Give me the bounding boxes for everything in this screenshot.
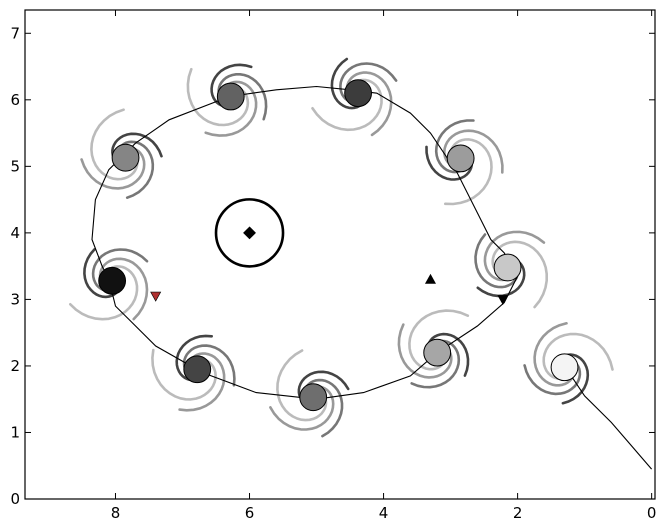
agent-point <box>446 144 475 173</box>
agent-trail <box>90 108 139 181</box>
agent-point <box>493 253 522 282</box>
agent-layer <box>98 79 579 412</box>
triangle-down-marker <box>497 295 509 306</box>
agent-trail <box>276 349 328 422</box>
agent-trail <box>443 129 504 174</box>
agent-trail <box>204 80 258 137</box>
agent-trail <box>69 265 139 321</box>
agent-trail <box>397 323 453 379</box>
triangle-down-marker <box>150 291 162 302</box>
y-tick-label: 1 <box>10 423 20 441</box>
y-tick-label: 6 <box>10 91 20 109</box>
agent-trail <box>151 348 217 401</box>
agent-trail <box>533 322 575 387</box>
x-tick-label: 4 <box>379 504 389 522</box>
y-tick-label: 3 <box>10 290 20 308</box>
agent-trail <box>542 332 614 380</box>
x-tick-label: 2 <box>513 504 523 522</box>
agent-trail <box>345 71 393 137</box>
triangle-up-marker <box>424 273 436 284</box>
exit-path <box>564 365 653 470</box>
x-tick-label: 0 <box>647 504 657 522</box>
agent-trail <box>178 352 226 412</box>
obstacle-layer <box>214 198 285 268</box>
agent-trail <box>491 240 548 309</box>
agent-point <box>216 82 245 111</box>
x-tick-label: 8 <box>111 504 121 522</box>
loop-path <box>91 85 519 400</box>
agent-point <box>98 266 127 295</box>
agent-point <box>299 383 328 412</box>
agent-trail <box>80 146 146 190</box>
y-tick-label: 4 <box>10 224 20 242</box>
marker-layer <box>150 226 509 306</box>
y-tick-label: 0 <box>10 490 20 508</box>
path-layer <box>91 85 653 470</box>
obstacle-circle <box>214 198 285 268</box>
agent-trail <box>408 309 470 371</box>
agent-trail <box>98 257 149 321</box>
agent-point <box>344 79 372 108</box>
x-tick-label: 6 <box>245 504 255 522</box>
plot-frame <box>24 9 656 500</box>
agent-trail <box>483 230 546 282</box>
agent-trail <box>444 138 493 206</box>
y-tick-label: 7 <box>10 24 20 42</box>
motion-trails <box>69 57 614 438</box>
y-tick-label: 5 <box>10 157 20 175</box>
y-tick-label: 2 <box>10 357 20 375</box>
agent-point <box>423 338 452 367</box>
tick-layer: 8 6 4 2 0 0 1 2 3 4 5 6 7 <box>10 10 656 522</box>
agent-point <box>183 355 212 384</box>
agent-point <box>111 143 140 172</box>
agent-trail <box>269 385 335 431</box>
agent-trail <box>186 67 250 127</box>
diamond-marker <box>243 226 256 240</box>
agent-point <box>550 353 579 382</box>
agent-trail <box>311 78 383 132</box>
